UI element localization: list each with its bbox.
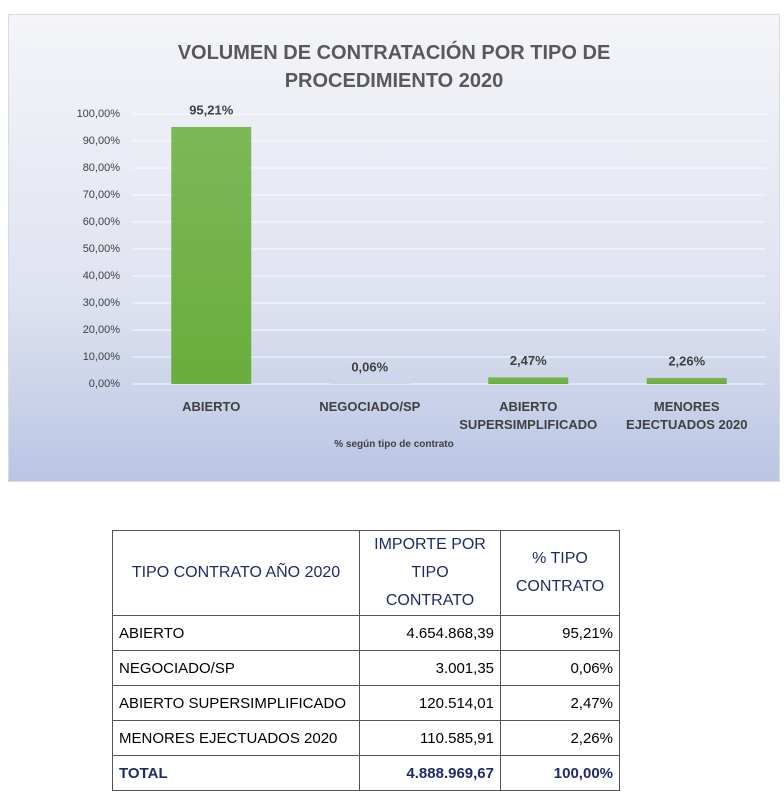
x-axis-label: % según tipo de contrato — [9, 439, 779, 450]
value-label: 2,26% — [668, 353, 705, 368]
table-cell: MENORES EJECTUADOS 2020 — [113, 721, 360, 756]
y-tick-label: 100,00% — [77, 108, 121, 120]
y-tick-label: 0,00% — [89, 378, 120, 390]
table-cell: 95,21% — [501, 616, 620, 651]
table-cell: NEGOCIADO/SP — [113, 651, 360, 686]
value-label: 95,21% — [189, 102, 234, 117]
chart: 0,00% 10,00% 20,00% 30,00% 40,00% 50,00% 60,00… — [8, 14, 780, 482]
bar — [647, 378, 727, 384]
header-cell: % TIPO CONTRATO — [501, 531, 620, 616]
table-cell: ABIERTO — [113, 616, 360, 651]
y-tick-label: 10,00% — [83, 351, 121, 363]
y-tick-label: 70,00% — [83, 189, 121, 201]
table-cell: 4.654.868,39 — [360, 616, 501, 651]
table-cell: 2,26% — [501, 721, 620, 756]
value-label: 2,47% — [510, 353, 547, 368]
chart-title: VOLUMEN DE CONTRATACIÓN POR TIPO DE PROC… — [109, 39, 679, 95]
y-tick-label: 60,00% — [83, 216, 121, 228]
table-cell: ABIERTO SUPERSIMPLIFICADO — [113, 686, 360, 721]
y-tick-label: 20,00% — [83, 324, 121, 336]
x-tick-label: ABIERTO SUPERSIMPLIFICADO — [453, 398, 603, 434]
total-cell: 4.888.969,67 — [360, 756, 501, 791]
value-label: 0,06% — [351, 359, 388, 374]
y-tick-label: 50,00% — [83, 243, 121, 255]
x-tick-label: MENORES EJECTUADOS 2020 — [612, 398, 762, 434]
bar — [171, 127, 251, 384]
table-cell: 2,47% — [501, 686, 620, 721]
y-tick-label: 90,00% — [83, 135, 121, 147]
total-cell: 100,00% — [501, 756, 620, 791]
bar — [488, 377, 568, 384]
x-tick-label: NEGOCIADO/SP — [295, 398, 445, 416]
y-tick-label: 80,00% — [83, 162, 121, 174]
y-tick-label: 30,00% — [83, 297, 121, 309]
x-tick-label: ABIERTO — [136, 398, 286, 416]
header-cell: TIPO CONTRATO AÑO 2020 — [113, 531, 360, 616]
table-cell: 110.585,91 — [360, 721, 501, 756]
y-tick-label: 40,00% — [83, 270, 121, 282]
table-cell: 120.514,01 — [360, 686, 501, 721]
header-cell: IMPORTE POR TIPO CONTRATO — [360, 531, 501, 616]
total-cell: TOTAL — [113, 756, 360, 791]
table-cell: 0,06% — [501, 651, 620, 686]
table-cell: 3.001,35 — [360, 651, 501, 686]
page: 0,00% 10,00% 20,00% 30,00% 40,00% 50,00% 60,00… — [0, 0, 784, 770]
